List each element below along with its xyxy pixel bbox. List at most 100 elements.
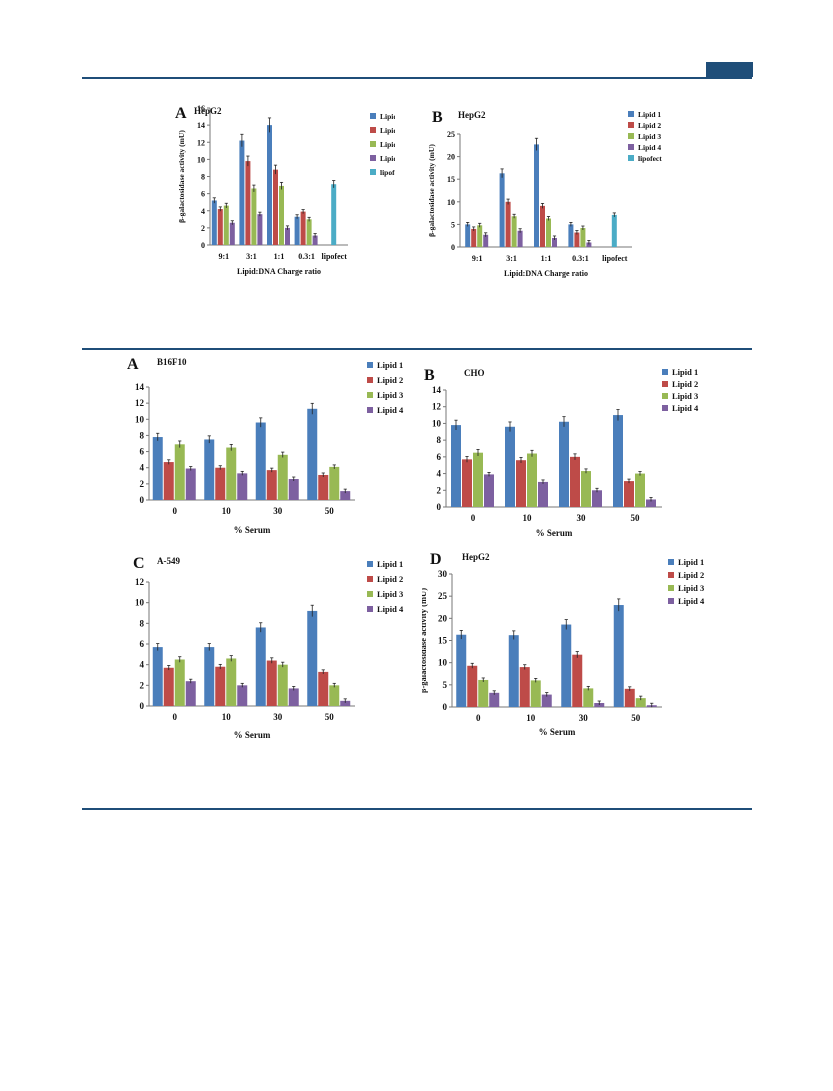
y-tick-label: 6 [140,447,145,457]
legend-entry: Lipid 4 [377,604,404,614]
legend-swatch [628,133,634,139]
y-tick-label: 12 [197,138,205,147]
legend-entry: Lipid 2 [678,570,704,580]
legend-entry: Lipid 1 [380,112,395,121]
bar-lipid-3 [277,454,288,500]
bar-lipid-1 [561,624,572,707]
x-tick-label: 50 [631,713,641,723]
bar-lipid-3 [580,228,586,247]
y-tick-label: 12 [432,402,442,412]
legend-entry: Lipid 4 [380,154,395,163]
bar-lipid-2 [217,209,223,245]
y-tick-label: 30 [438,569,448,579]
x-tick-label: 3:1 [246,252,257,261]
x-axis-label: % Serum [536,528,573,538]
x-axis-label: % Serum [234,730,271,740]
bar-lipid-4 [484,474,494,507]
bar-lipid-2 [318,474,329,500]
y-tick-label: 20 [438,613,448,623]
bar-lipid-3 [329,466,340,500]
legend-swatch [367,606,373,612]
bar-lipid-1 [239,140,245,245]
y-tick-label: 4 [140,660,145,670]
x-tick-label: 9:1 [472,254,483,263]
legend-entry: Lipid 2 [380,126,395,135]
bar-lipid-3 [473,452,483,507]
bar-lipid-3 [546,218,551,247]
legend-swatch [367,377,373,383]
legend-swatch [370,127,376,133]
legend-entry: Lipid 1 [672,367,698,377]
bar-lipid-1 [152,437,163,500]
bar-lipid-3 [226,658,237,706]
y-tick-label: 14 [197,121,205,130]
bar-lipid-4 [592,490,602,507]
x-tick-label: 9:1 [218,252,229,261]
bar-lipid-1 [307,610,318,706]
legend-entry: Lipid 3 [678,583,704,593]
legend-swatch [370,169,376,175]
x-tick-label: 0.3:1 [572,254,589,263]
y-tick-label: 2 [140,680,145,690]
legend-swatch [662,405,668,411]
y-tick-label: 10 [135,598,145,608]
bar-lipid-3 [279,185,284,245]
bar-lipid-2 [574,232,580,247]
legend-entry: lipofect [380,168,395,177]
bar-lipid-1 [534,144,539,247]
x-axis-label: % Serum [234,525,271,535]
x-axis-label: Lipid:DNA Charge ratio [504,269,588,278]
y-tick-label: 14 [135,382,145,392]
legend-entry: Lipid 3 [377,589,403,599]
legend-swatch [367,362,373,368]
bar-lipid-3 [174,444,185,500]
bar-lipid-3 [329,685,340,706]
bar-lipid-4 [257,214,263,245]
legend-swatch [628,122,634,128]
bar-lipofect [611,214,617,247]
y-tick-label: 2 [201,224,205,233]
legend-entry: Lipid 1 [678,557,704,567]
bar-lipid-2 [572,654,583,707]
bar-lipid-4 [285,227,290,245]
bar-lipid-3 [277,664,288,706]
panel-letter: B [424,367,435,384]
panel-letter: A [175,105,187,122]
bar-lipid-4 [517,230,523,247]
x-tick-label: 1:1 [274,252,285,261]
x-tick-label: lipofect [602,254,628,263]
bar-lipid-2 [215,467,226,500]
panel-letter: A [127,356,139,373]
legend-swatch [367,576,373,582]
x-tick-label: 0 [173,712,178,722]
chart-title: HepG2 [194,106,222,116]
y-tick-label: 0 [437,502,442,512]
legend-entry: Lipid 2 [672,379,698,389]
x-tick-label: 0 [476,713,481,723]
y-tick-label: 8 [437,435,442,445]
y-tick-label: 10 [135,414,145,424]
legend-swatch [668,585,674,591]
bar-lipid-3 [306,219,312,245]
y-tick-label: 12 [135,577,145,587]
x-tick-label: 1:1 [541,254,552,263]
bar-lipid-3 [635,473,645,507]
x-tick-label: 10 [523,513,533,523]
bar-lipid-1 [613,605,624,707]
chart-charge-ratio-hepg2-a: A HepG2 0 2 4 6 8 10 12 14 16 β-galactosidase activ… [175,104,395,276]
y-tick-label: 6 [140,639,145,649]
bar-lipofect [331,184,337,245]
bar-lipid-4 [237,685,248,706]
bar-lipid-1 [465,224,471,247]
y-axis-label: β-galactosidase activity (mU) [427,144,436,237]
y-tick-label: 0 [140,495,145,505]
bar-lipid-1 [204,439,215,500]
legend-swatch [370,141,376,147]
bar-lipid-4 [185,681,196,706]
bar-lipid-2 [273,169,278,245]
legend-swatch [662,381,668,387]
bar-lipid-2 [624,688,635,707]
y-tick-label: 2 [140,479,145,489]
bar-lipid-1 [499,173,505,247]
legend-swatch [668,572,674,578]
